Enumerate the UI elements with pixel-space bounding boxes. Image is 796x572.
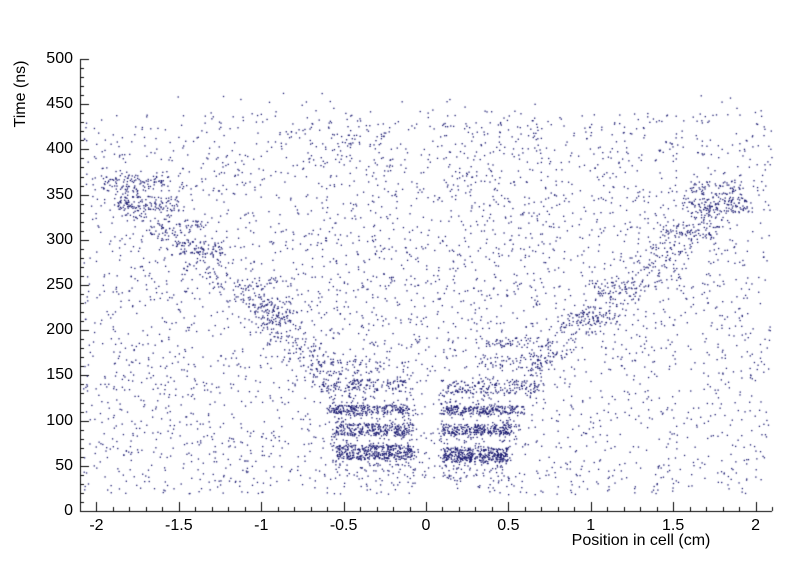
y-tick-label: 100: [46, 411, 73, 429]
y-tick-label: 250: [46, 276, 73, 293]
x-tick-label: 2: [751, 517, 760, 534]
x-axis-title: Position in cell (cm): [571, 532, 711, 549]
x-tick-label: -1: [254, 517, 269, 534]
x-tick-label: -1.5: [165, 517, 193, 534]
y-tick-label: 450: [46, 95, 73, 113]
x-tick-label: 0.5: [497, 517, 520, 534]
x-tick-label: 1.5: [662, 517, 685, 534]
y-tick-label: 200: [46, 321, 73, 339]
x-tick-label: 0: [421, 517, 431, 534]
y-tick-label: 150: [46, 366, 73, 384]
x-tick-label: -2: [89, 517, 104, 534]
y-tick-label: 50: [55, 456, 73, 474]
x-tick-label: 1: [586, 517, 596, 534]
x-tick-label: -0.5: [329, 517, 358, 534]
y-axis-title: Time (ns): [12, 60, 29, 128]
y-tick-label: 500: [46, 50, 73, 67]
y-tick-label: 300: [46, 230, 73, 248]
y-tick-label: 0: [64, 502, 73, 519]
y-tick-label: 400: [46, 140, 73, 158]
y-tick-label: 350: [46, 185, 73, 203]
